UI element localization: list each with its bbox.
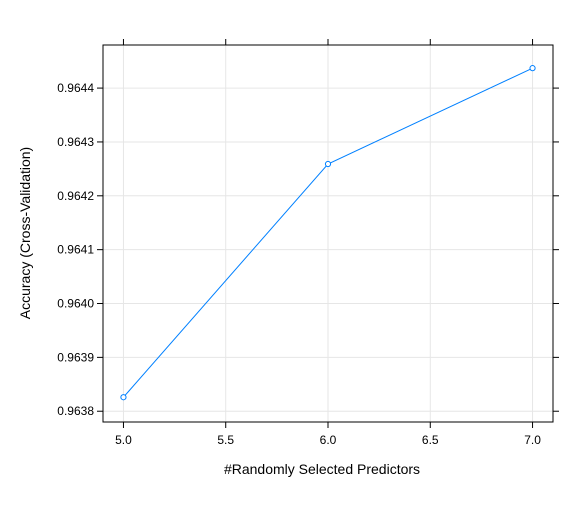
- x-tick-label: 6.0: [320, 433, 337, 447]
- grid-layer: [103, 45, 553, 422]
- y-tick-label: 0.9643: [57, 135, 94, 149]
- y-tick-label: 0.9640: [57, 297, 94, 311]
- tick-layer: 5.0 5.5 6.0 6.5 7.0 0.9638 0.9639 0.9640 0.9641 0…: [57, 39, 559, 447]
- data-point: [529, 65, 536, 72]
- x-axis-title: #Randomly Selected Predictors: [224, 461, 420, 477]
- x-tick-label: 5.5: [217, 433, 234, 447]
- y-tick-label: 0.9641: [57, 243, 94, 257]
- y-tick-label: 0.9638: [57, 404, 94, 418]
- data-point: [120, 394, 127, 401]
- x-tick-label: 7.0: [524, 433, 541, 447]
- y-axis-title: Accuracy (Cross-Validation): [17, 147, 33, 319]
- x-tick-label: 5.0: [115, 433, 132, 447]
- series-layer: [120, 65, 536, 401]
- data-point: [324, 160, 332, 168]
- y-tick-label: 0.9644: [57, 81, 94, 95]
- y-tick-label: 0.9639: [57, 350, 94, 364]
- y-tick-label: 0.9642: [57, 189, 94, 203]
- x-tick-label: 6.5: [422, 433, 439, 447]
